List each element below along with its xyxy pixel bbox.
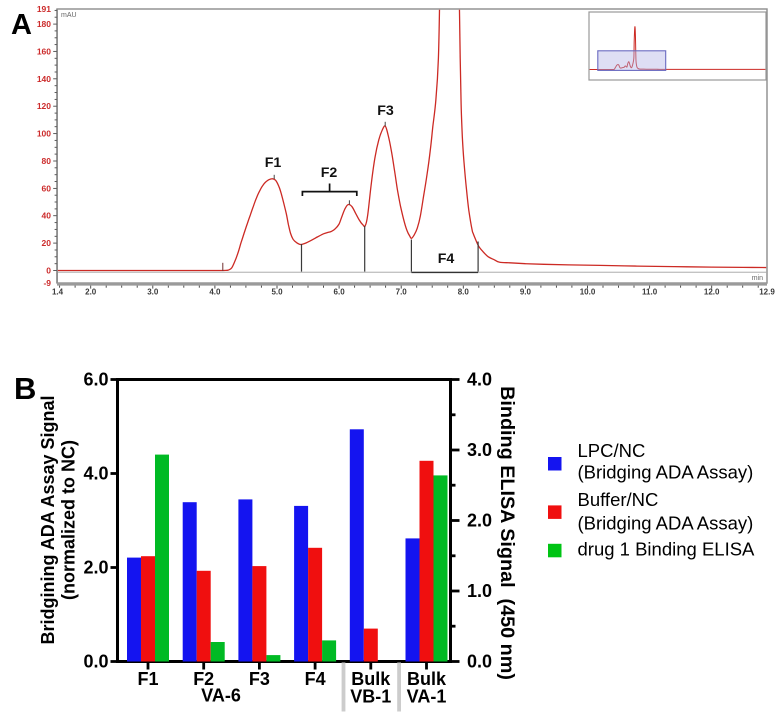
svg-text:120: 120 bbox=[37, 101, 51, 111]
svg-text:3.0: 3.0 bbox=[467, 440, 492, 460]
svg-text:0.0: 0.0 bbox=[467, 652, 492, 672]
svg-text:A: A bbox=[11, 9, 32, 41]
svg-text:VA-1: VA-1 bbox=[407, 687, 447, 707]
svg-text:80: 80 bbox=[42, 156, 52, 166]
svg-text:drug 1 Binding ELISA: drug 1 Binding ELISA bbox=[578, 539, 756, 560]
svg-text:VB-1: VB-1 bbox=[350, 687, 391, 707]
svg-text:3.0: 3.0 bbox=[147, 287, 159, 296]
svg-text:(Bridging ADA Assay): (Bridging ADA Assay) bbox=[578, 513, 754, 534]
svg-text:mAU: mAU bbox=[61, 12, 77, 19]
svg-text:10.0: 10.0 bbox=[580, 287, 596, 296]
svg-text:5.0: 5.0 bbox=[271, 287, 283, 296]
svg-text:Binding ELISA Signal (450 nm): Binding ELISA Signal (450 nm) bbox=[496, 386, 518, 680]
svg-text:20: 20 bbox=[42, 238, 52, 248]
svg-text:0: 0 bbox=[46, 266, 51, 276]
svg-text:12.9: 12.9 bbox=[759, 287, 775, 296]
svg-text:F1: F1 bbox=[265, 155, 282, 171]
svg-text:9.0: 9.0 bbox=[520, 287, 532, 296]
svg-text:191: 191 bbox=[37, 4, 51, 14]
svg-text:(normalized to NC): (normalized to NC) bbox=[59, 440, 79, 600]
svg-text:100: 100 bbox=[37, 129, 51, 139]
svg-text:4.0: 4.0 bbox=[209, 287, 221, 296]
svg-text:160: 160 bbox=[37, 46, 51, 56]
svg-text:Bulk: Bulk bbox=[407, 669, 447, 689]
svg-text:7.0: 7.0 bbox=[396, 287, 408, 296]
svg-text:F4: F4 bbox=[305, 669, 326, 689]
svg-text:F1: F1 bbox=[137, 669, 158, 689]
svg-text:F2: F2 bbox=[193, 669, 214, 689]
svg-text:B: B bbox=[14, 371, 36, 406]
svg-text:6.0: 6.0 bbox=[83, 370, 108, 390]
svg-text:-9: -9 bbox=[43, 278, 51, 288]
svg-text:F3: F3 bbox=[249, 669, 270, 689]
svg-text:6.0: 6.0 bbox=[334, 287, 346, 296]
svg-text:2.0: 2.0 bbox=[83, 558, 108, 578]
svg-text:min: min bbox=[752, 275, 763, 282]
svg-text:40: 40 bbox=[42, 211, 52, 221]
svg-text:140: 140 bbox=[37, 74, 51, 84]
svg-text:VA-6: VA-6 bbox=[201, 686, 241, 706]
svg-text:4.0: 4.0 bbox=[467, 370, 492, 390]
svg-text:1.0: 1.0 bbox=[467, 581, 492, 601]
svg-text:(Bridging ADA Assay): (Bridging ADA Assay) bbox=[578, 462, 754, 483]
svg-text:12.0: 12.0 bbox=[704, 287, 720, 296]
svg-text:8.0: 8.0 bbox=[458, 287, 470, 296]
svg-text:2.0: 2.0 bbox=[85, 287, 97, 296]
svg-text:F4: F4 bbox=[438, 251, 455, 267]
svg-text:11.0: 11.0 bbox=[642, 287, 658, 296]
svg-text:2.0: 2.0 bbox=[467, 511, 492, 531]
svg-text:LPC/NC: LPC/NC bbox=[578, 440, 646, 461]
svg-text:0.0: 0.0 bbox=[83, 652, 108, 672]
svg-text:Buffer/NC: Buffer/NC bbox=[578, 489, 659, 510]
svg-text:Bulk: Bulk bbox=[351, 669, 391, 689]
svg-text:4.0: 4.0 bbox=[83, 464, 108, 484]
svg-text:180: 180 bbox=[37, 19, 51, 29]
svg-text:60: 60 bbox=[42, 183, 52, 193]
svg-text:1.4: 1.4 bbox=[52, 287, 64, 296]
svg-text:F2: F2 bbox=[321, 165, 338, 181]
svg-text:Bridgining ADA Assay Signal: Bridgining ADA Assay Signal bbox=[38, 395, 58, 644]
svg-text:F3: F3 bbox=[377, 103, 394, 119]
